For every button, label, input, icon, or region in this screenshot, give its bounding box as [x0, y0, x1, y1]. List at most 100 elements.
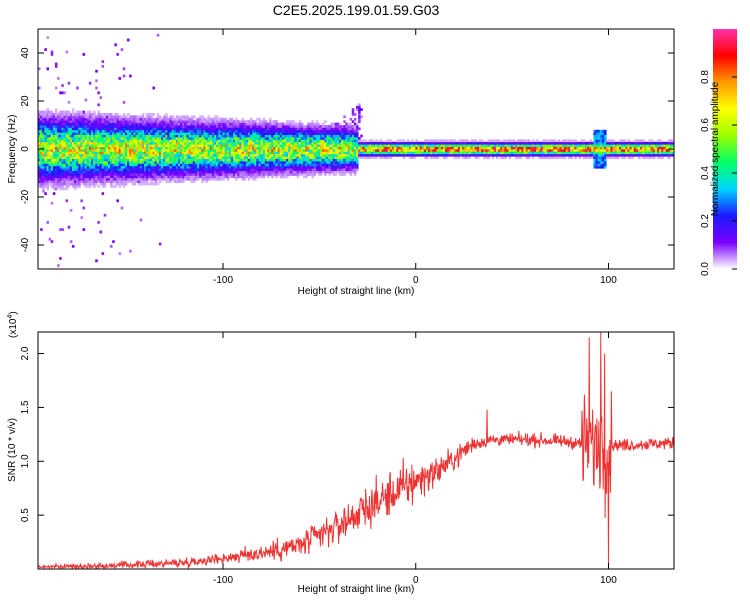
heatmap-cell	[377, 153, 380, 157]
heatmap-cell	[169, 153, 172, 157]
heatmap-cell	[326, 129, 329, 133]
heatmap-cell	[534, 151, 537, 155]
heatmap-cell	[292, 158, 295, 162]
heatmap-cell	[309, 141, 312, 145]
heatmap-cell	[326, 144, 329, 147]
heatmap-cell	[595, 134, 599, 138]
heatmap-cell	[300, 125, 304, 128]
heatmap-cell	[470, 151, 473, 155]
heatmap-cell	[254, 161, 257, 164]
heatmap-cell	[167, 158, 170, 162]
heatmap-cell	[523, 141, 526, 145]
heatmap-cell	[80, 117, 83, 121]
heatmap-cell	[220, 141, 223, 145]
heatmap-cell	[269, 161, 272, 164]
heatmap-cell	[116, 175, 119, 179]
heatmap-cell	[46, 175, 49, 179]
heatmap-cell	[74, 153, 77, 157]
heatmap-cell	[218, 125, 221, 128]
heatmap-cell	[275, 153, 278, 157]
heatmap-cell	[42, 129, 45, 133]
heatmap-cell	[568, 139, 571, 143]
heatmap-cell	[502, 144, 505, 147]
heatmap-cell	[71, 113, 75, 116]
heatmap-cell	[256, 137, 259, 140]
heatmap-cell	[182, 125, 185, 128]
heatmap-cell	[93, 113, 96, 116]
heatmap-cell	[105, 170, 109, 174]
heatmap-cell	[332, 151, 336, 155]
heatmap-cell	[256, 125, 259, 128]
heatmap-cell	[182, 146, 185, 150]
heatmap-cell	[38, 144, 41, 147]
heatmap-cell	[133, 120, 136, 123]
heatmap-cell	[271, 137, 274, 140]
heatmap-cell	[281, 153, 285, 157]
heatmap-cell	[146, 161, 149, 164]
heatmap-cell	[364, 151, 367, 155]
heatmap-cell	[63, 132, 66, 135]
heatmap-cell	[135, 115, 139, 119]
heatmap-cell	[46, 151, 49, 155]
heatmap-cell	[353, 122, 357, 126]
heatmap-cell	[457, 149, 461, 152]
heatmap-cell	[61, 185, 64, 188]
heatmap-cell	[498, 149, 501, 152]
heatmap-cell	[63, 125, 66, 128]
heatmap-cell	[93, 137, 96, 140]
heatmap-cell	[226, 122, 230, 126]
heatmap-cell	[154, 170, 158, 174]
heatmap-cell	[387, 141, 391, 145]
heatmap-cell	[266, 122, 270, 126]
heatmap-cell	[135, 177, 139, 181]
heatmap-cell	[84, 158, 88, 162]
heatmap-cell	[74, 132, 77, 135]
heatmap-cell	[154, 151, 158, 155]
heatmap-cell	[167, 125, 170, 128]
heatmap-cell	[252, 134, 255, 138]
heatmap-cell	[294, 156, 298, 159]
heatmap-cell	[226, 153, 230, 157]
heatmap-cell	[213, 173, 217, 176]
heatmap-cell	[347, 156, 351, 159]
heatmap-cell	[71, 115, 75, 119]
heatmap-cell	[97, 141, 100, 145]
heatmap-cell	[192, 134, 196, 138]
heatmap-cell	[141, 177, 145, 181]
heatmap-cell	[190, 146, 194, 150]
heatmap-cell	[411, 153, 414, 157]
heatmap-cell	[360, 153, 363, 157]
heatmap-cell	[82, 206, 86, 210]
heatmap-cell	[131, 139, 134, 143]
heatmap-cell	[298, 137, 302, 140]
heatmap-cell	[118, 139, 122, 143]
heatmap-cell	[74, 180, 77, 183]
heatmap-cell	[286, 134, 289, 138]
heatmap-cell	[319, 144, 323, 147]
heatmap-cell	[228, 161, 232, 164]
heatmap-cell	[457, 151, 461, 155]
heatmap-cell	[351, 165, 355, 169]
heatmap-cell	[184, 120, 187, 123]
heatmap-cell	[296, 141, 300, 145]
heatmap-cell	[97, 129, 100, 133]
heatmap-cell	[546, 144, 550, 147]
heatmap-cell	[199, 134, 202, 138]
heatmap-cell	[468, 151, 471, 155]
heatmap-cell	[349, 163, 353, 167]
heatmap-cell	[88, 170, 92, 174]
heatmap-cell	[180, 163, 183, 167]
heatmap-cell	[294, 173, 298, 176]
heatmap-cell	[67, 117, 71, 121]
heatmap-cell	[328, 168, 331, 171]
heatmap-cell	[186, 153, 189, 157]
heatmap-cell	[63, 139, 66, 143]
heatmap-cell	[156, 151, 160, 155]
heatmap-cell	[160, 151, 164, 155]
heatmap-cell	[150, 168, 153, 171]
heatmap-cell	[269, 168, 272, 171]
heatmap-cell	[216, 163, 219, 167]
heatmap-cell	[133, 141, 136, 145]
heatmap-cell	[419, 153, 423, 157]
heatmap-cell	[59, 153, 62, 157]
